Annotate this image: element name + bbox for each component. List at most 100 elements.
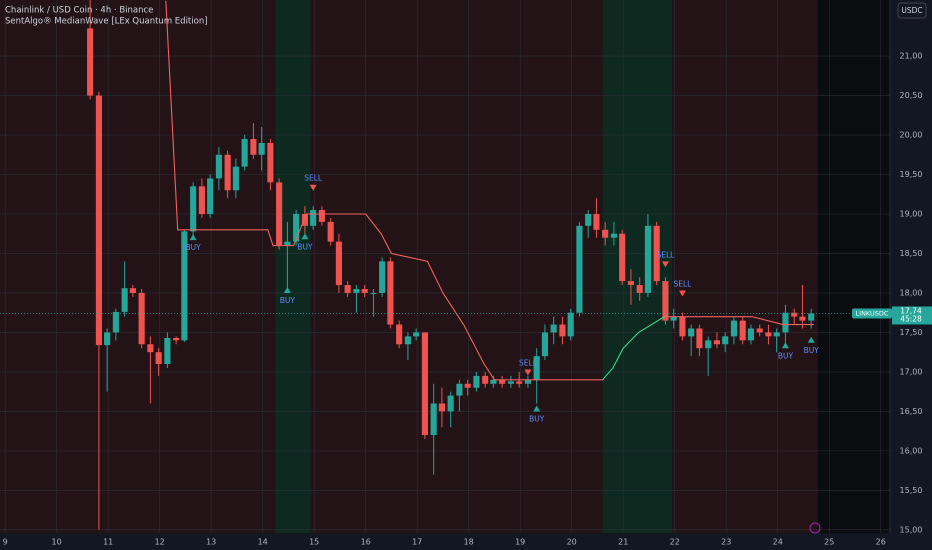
x-tick-label: 26 xyxy=(876,538,886,547)
candle-body xyxy=(679,316,686,337)
y-tick-label: 16,00 xyxy=(900,446,923,455)
candle-body xyxy=(747,328,755,341)
candle-body xyxy=(765,332,772,337)
candle-body xyxy=(147,344,154,353)
candle-body xyxy=(207,178,214,214)
trend-zone xyxy=(602,0,673,533)
signal-label: BUY xyxy=(280,296,296,305)
indicator-title: SentAlgo® MedianWave [LEx Quantum Editio… xyxy=(5,17,208,27)
candle-body xyxy=(181,231,188,341)
y-tick-label: 15,50 xyxy=(900,486,923,495)
y-tick-label: 19,00 xyxy=(900,209,923,218)
x-tick-label: 25 xyxy=(824,538,834,547)
candle-body xyxy=(190,186,197,232)
candle-body xyxy=(602,229,609,238)
candle-body xyxy=(112,311,119,333)
candle-body xyxy=(636,285,643,293)
candle-body xyxy=(782,312,789,333)
countdown: 45:28 xyxy=(900,314,922,323)
y-tick-label: 17,50 xyxy=(900,328,923,337)
signal-label: BUY xyxy=(297,242,313,251)
signal-marker xyxy=(533,405,541,412)
candle-body xyxy=(464,383,471,388)
candle-body xyxy=(799,316,806,321)
candle-body xyxy=(705,340,712,349)
currency-box[interactable] xyxy=(897,2,927,19)
candle-body xyxy=(713,340,721,345)
candle-body xyxy=(456,383,463,396)
candle-body xyxy=(696,328,703,349)
y-tick-label: 18,50 xyxy=(900,249,923,258)
candle-body xyxy=(756,328,763,333)
x-tick-label: 16 xyxy=(361,538,371,547)
median-wave xyxy=(664,316,814,326)
candle-body xyxy=(593,213,600,230)
candle-body xyxy=(808,313,815,321)
candle-body xyxy=(284,241,291,246)
x-tick-label: 22 xyxy=(670,538,680,547)
x-tick-label: 19 xyxy=(515,538,525,547)
y-tick-label: 20,00 xyxy=(900,131,923,140)
currency[interactable]: USDC xyxy=(901,6,922,15)
candle-body xyxy=(559,324,566,337)
candle-body xyxy=(730,320,738,337)
candle-body xyxy=(241,138,248,167)
price-tag xyxy=(892,306,932,325)
candle-body xyxy=(773,332,780,337)
candle-body xyxy=(688,328,695,337)
x-tick-label: 9 xyxy=(3,538,8,547)
signal-marker xyxy=(524,369,532,376)
candle-body xyxy=(404,336,411,345)
candle-body xyxy=(121,288,128,312)
candle-body xyxy=(396,324,403,345)
symbol-label: LINKUSDC xyxy=(856,309,889,317)
candle-body xyxy=(653,225,660,282)
signal-marker xyxy=(309,184,317,191)
trend-zone xyxy=(817,0,890,533)
signal-marker xyxy=(807,336,815,343)
candle-body xyxy=(198,186,205,214)
x-tick-label: 15 xyxy=(309,538,319,547)
candle-body xyxy=(722,336,729,345)
candle-body xyxy=(567,312,574,337)
trend-zone xyxy=(672,0,818,533)
x-tick-label: 12 xyxy=(155,538,165,547)
candle-body xyxy=(155,352,162,365)
trend-zone xyxy=(275,0,311,533)
candle-body xyxy=(541,332,548,357)
alert-icon[interactable] xyxy=(809,522,821,534)
candle-body xyxy=(739,320,746,341)
x-tick-label: 11 xyxy=(103,538,113,547)
candle-body xyxy=(670,316,677,321)
candle-body xyxy=(250,138,257,155)
signal-label: SELL xyxy=(304,174,323,183)
trend-zone xyxy=(310,0,603,533)
candle-body xyxy=(550,324,557,333)
candle-body xyxy=(224,154,231,191)
signal-marker xyxy=(678,290,686,297)
y-tick-label: 17,00 xyxy=(900,367,923,376)
signal-label: BUY xyxy=(529,414,545,423)
candle-body xyxy=(627,281,634,286)
candle-body xyxy=(215,154,222,179)
candle-body xyxy=(619,233,626,282)
candle-body xyxy=(232,166,239,191)
candle-body xyxy=(293,213,300,242)
signal-label: BUY xyxy=(804,346,820,355)
signal-marker xyxy=(301,233,309,240)
candle-body xyxy=(499,379,506,384)
signal-label: SELL xyxy=(674,280,693,289)
candle-body xyxy=(95,95,102,346)
candle-body xyxy=(585,213,592,226)
candle-body xyxy=(379,261,386,293)
candle-body xyxy=(507,381,514,384)
candle-body xyxy=(361,289,368,293)
candle-body xyxy=(430,403,437,436)
signal-marker xyxy=(189,234,197,241)
signal-marker xyxy=(283,287,291,294)
x-tick-label: 23 xyxy=(721,538,731,547)
median-wave xyxy=(165,0,603,381)
candle-body xyxy=(129,288,136,293)
candle-body xyxy=(301,213,308,226)
y-tick-label: 18,00 xyxy=(900,288,923,297)
